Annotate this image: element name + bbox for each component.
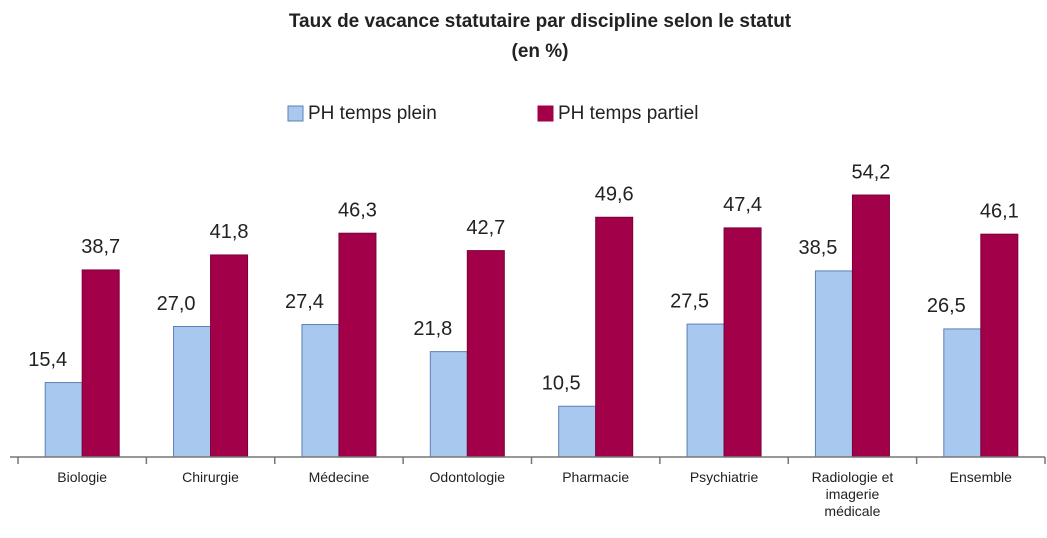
- x-tick-label: Chirurgie: [182, 469, 239, 485]
- bar: [44, 382, 83, 458]
- legend-label: PH temps partiel: [558, 103, 698, 124]
- data-label: 47,4: [723, 194, 762, 216]
- data-label: 27,5: [670, 290, 709, 312]
- bar: [81, 269, 120, 458]
- bar: [595, 216, 634, 458]
- legend-swatch: [537, 105, 554, 122]
- bar: [723, 227, 762, 458]
- bar: [943, 328, 982, 458]
- bar: [558, 405, 597, 458]
- bar: [173, 326, 212, 458]
- x-tick-label: Médecine: [308, 469, 370, 485]
- chart-title: Taux de vacance statutaire par disciplin…: [289, 11, 792, 32]
- data-label: 46,1: [980, 200, 1019, 222]
- data-label: 27,0: [157, 293, 196, 315]
- bar: [210, 254, 249, 458]
- data-label: 15,4: [28, 349, 67, 371]
- data-label: 10,5: [542, 373, 581, 395]
- data-label: 26,5: [927, 295, 966, 317]
- data-label: 38,7: [81, 236, 120, 258]
- data-label: 38,5: [798, 237, 837, 259]
- x-tick-label: Ensemble: [949, 469, 1012, 485]
- x-tick-label: Psychiatrie: [689, 469, 759, 485]
- bar: [980, 233, 1019, 458]
- legend-label: PH temps plein: [308, 103, 437, 124]
- bar: [429, 351, 468, 458]
- bar: [466, 250, 505, 458]
- legend-swatch: [287, 105, 304, 122]
- bar: [301, 324, 340, 458]
- bar: [338, 232, 377, 458]
- data-label: 21,8: [413, 318, 452, 340]
- bar: [686, 323, 725, 458]
- x-tick-label: Pharmacie: [562, 469, 630, 485]
- data-label: 41,8: [210, 221, 249, 243]
- x-tick-label: Radiologie et imagerie médicale: [811, 469, 894, 519]
- x-tick-label: Odontologie: [429, 469, 506, 485]
- data-label: 42,7: [466, 217, 505, 239]
- bar: [814, 270, 853, 458]
- data-label: 46,3: [338, 199, 377, 221]
- data-label: 54,2: [851, 161, 890, 183]
- x-tick-label: Biologie: [57, 469, 108, 485]
- chart-subtitle: (en %): [512, 41, 569, 62]
- data-label: 27,4: [285, 291, 324, 313]
- data-label: 49,6: [595, 184, 634, 206]
- bar: [851, 194, 890, 458]
